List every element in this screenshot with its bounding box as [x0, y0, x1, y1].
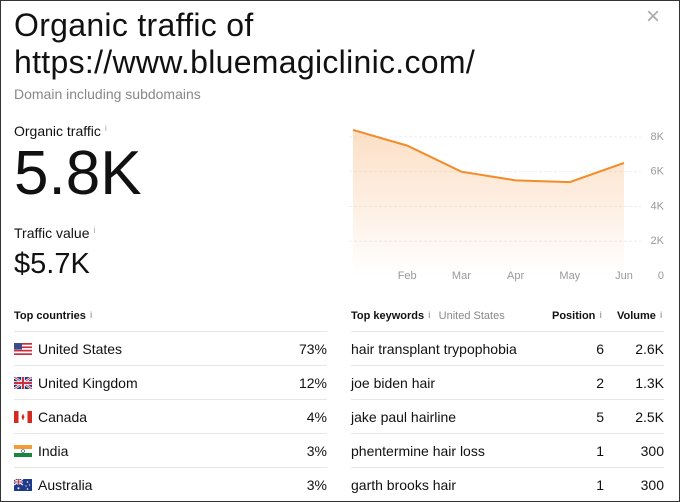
keyword: phentermine hair loss — [351, 443, 485, 459]
metric-value: $5.7K — [14, 248, 90, 280]
flag — [14, 479, 32, 491]
info-icon[interactable]: i — [89, 310, 93, 320]
metric-value: 5.8K — [14, 139, 142, 208]
line — [352, 128, 625, 184]
y-tick-label: 8K — [651, 131, 665, 143]
volume: 300 — [640, 477, 664, 493]
position: 1 — [596, 443, 604, 459]
share: 12% — [298, 375, 327, 391]
table-row: phentermine hair loss 1 300 — [351, 433, 664, 468]
country: United Kingdom — [38, 375, 138, 391]
label: Organic traffic — [14, 123, 101, 139]
y-tick-label: 6K — [651, 166, 665, 178]
country: India — [38, 443, 69, 459]
metric-label: Traffic value i — [14, 225, 95, 241]
country: Canada — [38, 409, 88, 425]
column-header: Volume i — [617, 310, 662, 322]
flag — [14, 377, 32, 389]
table-header: Top countries i — [14, 310, 92, 322]
table-row: United States 73% — [14, 331, 327, 366]
keyword: garth brooks hair — [351, 477, 457, 493]
table-row: joe biden hair 2 1.3K — [351, 365, 664, 400]
location: United States — [438, 310, 505, 322]
table-header: Top keywords i United States — [351, 310, 505, 322]
table-row: jake paul hairline 5 2.5K — [351, 399, 664, 434]
table-row: United Kingdom 12% — [14, 365, 327, 400]
metric-label: Organic traffic i — [14, 123, 107, 139]
label: Top countries — [14, 310, 86, 322]
y-tick-label: 2K — [651, 235, 665, 247]
table-row: Australia 3% — [14, 467, 327, 501]
info-icon[interactable]: i — [428, 310, 431, 320]
keyword: joe biden hair — [351, 375, 436, 391]
table-row: garth brooks hair 1 300 — [351, 467, 664, 501]
info-icon[interactable]: i — [659, 310, 663, 320]
keyword: hair transplant trypophobia — [351, 341, 517, 357]
info-icon[interactable]: i — [93, 225, 96, 235]
position: 1 — [596, 477, 604, 493]
volume: 300 — [640, 443, 664, 459]
country: Australia — [38, 477, 93, 493]
share: 3% — [306, 443, 327, 459]
y-tick-label: 0 — [658, 270, 664, 282]
position: 6 — [596, 341, 604, 357]
area — [353, 129, 624, 276]
label: Traffic value — [14, 225, 90, 241]
position: 2 — [596, 375, 604, 391]
country: United States — [38, 341, 123, 357]
column-header: Position i — [552, 310, 602, 322]
label: Volume — [617, 310, 656, 322]
info-icon[interactable]: i — [104, 123, 107, 133]
close-button[interactable]: × — [646, 3, 661, 30]
share: 4% — [306, 409, 327, 425]
table-row: hair transplant trypophobia 6 2.6K — [351, 331, 664, 366]
subtitle: Domain including subdomains — [14, 86, 201, 102]
flag — [14, 343, 32, 355]
volume: 2.5K — [635, 409, 664, 425]
title: Organic traffic of https://www.bluemagic… — [14, 7, 476, 80]
position: 5 — [596, 409, 604, 425]
chart: 02K4K6K8KFebMarAprMayJun — [349, 128, 665, 282]
label: Position — [552, 310, 596, 322]
label: Top keywords — [351, 310, 425, 322]
share: 73% — [298, 341, 327, 357]
volume: 1.3K — [635, 375, 664, 391]
flag — [14, 411, 32, 423]
info-icon[interactable]: i — [599, 310, 602, 320]
table-row: Canada 4% — [14, 399, 327, 434]
share: 3% — [306, 477, 327, 493]
table-row: India 3% — [14, 433, 327, 468]
keyword: jake paul hairline — [351, 409, 457, 425]
volume: 2.6K — [635, 341, 664, 357]
y-tick-label: 4K — [651, 200, 665, 212]
flag — [14, 445, 32, 457]
